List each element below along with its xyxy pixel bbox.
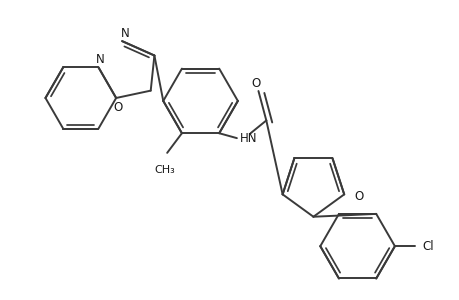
Text: Cl: Cl (421, 240, 433, 253)
Text: N: N (120, 27, 129, 40)
Text: HN: HN (239, 132, 257, 145)
Text: O: O (113, 101, 123, 114)
Text: O: O (353, 190, 363, 203)
Text: N: N (96, 53, 105, 66)
Text: CH₃: CH₃ (155, 165, 175, 175)
Text: O: O (252, 77, 261, 90)
